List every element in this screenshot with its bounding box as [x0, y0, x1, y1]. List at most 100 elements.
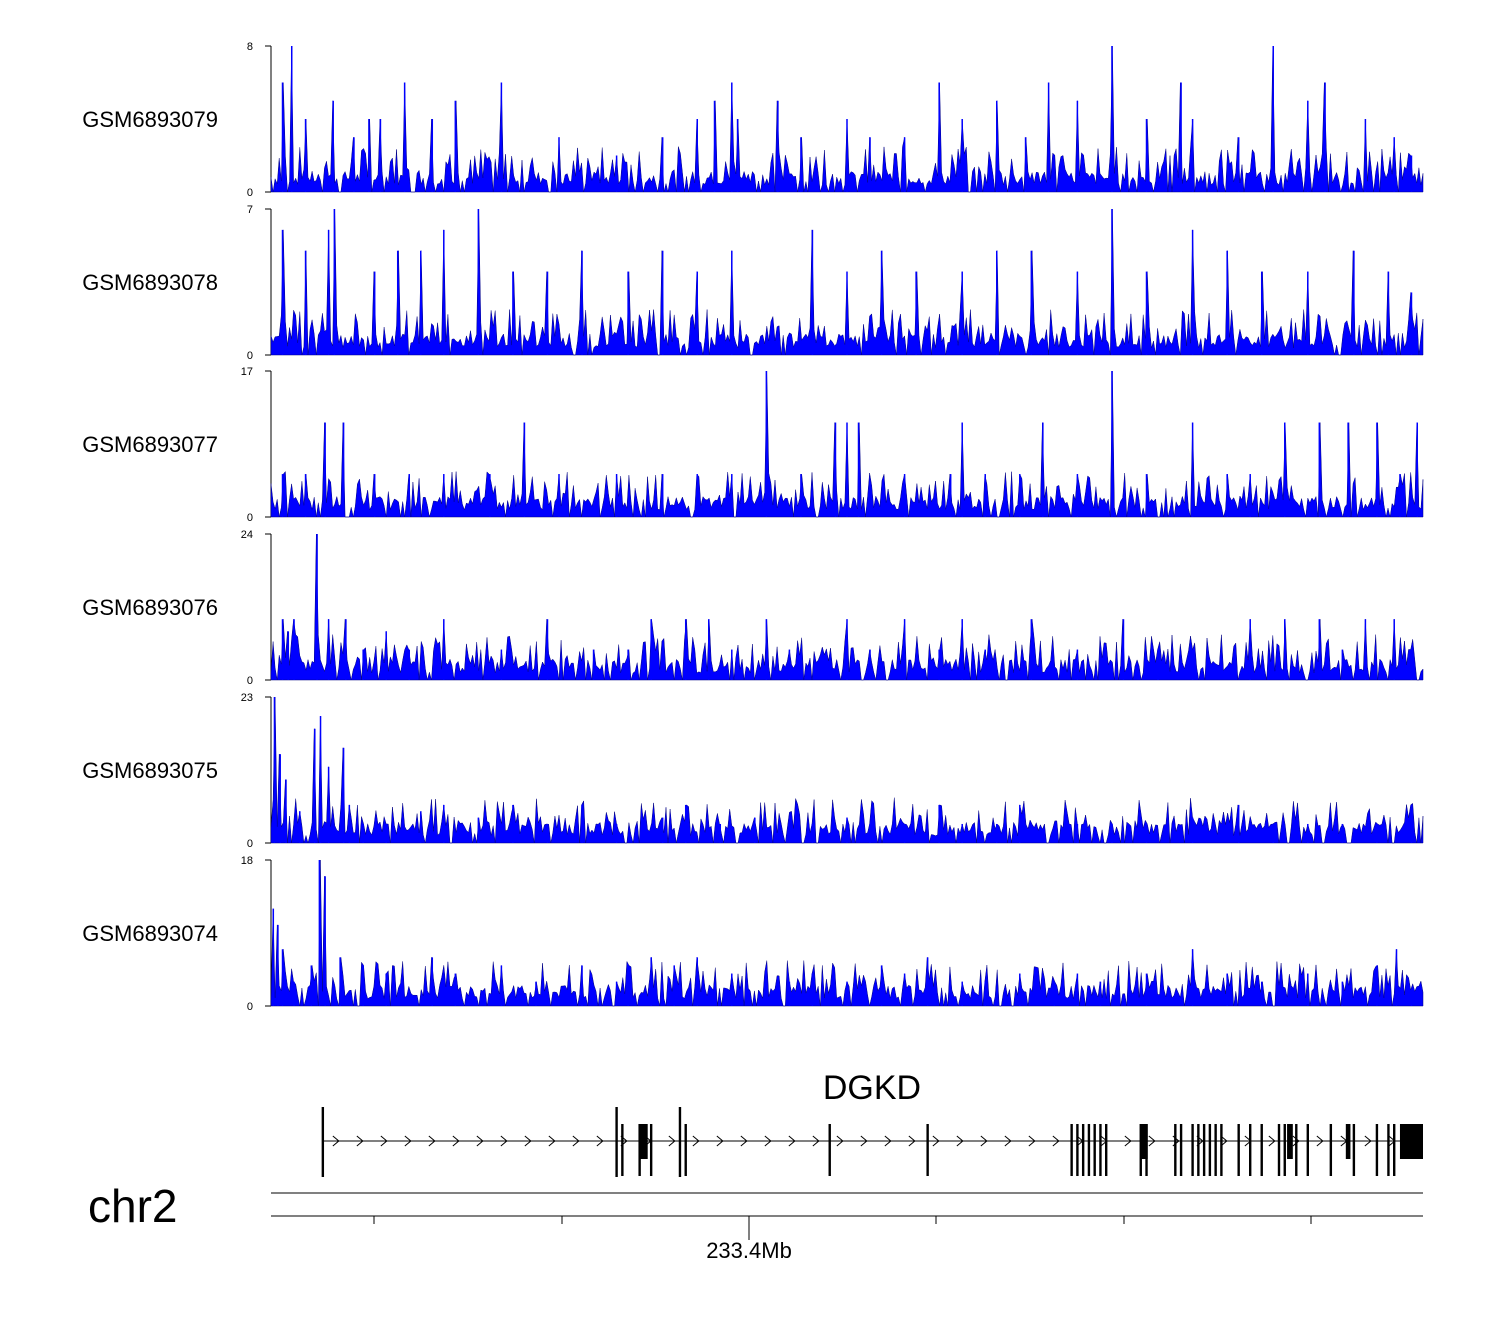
exon-coding [1399, 1124, 1423, 1159]
track-label: GSM6893078 [82, 270, 218, 295]
strand-arrow [332, 1135, 340, 1147]
exon [1237, 1124, 1240, 1176]
track-GSM6893077: GSM6893077 17 0 [82, 366, 1424, 524]
exon [1081, 1124, 1085, 1176]
track-GSM6893076: GSM6893076 24 0 [82, 529, 1424, 687]
exon [1393, 1124, 1396, 1176]
exon [828, 1124, 831, 1176]
strand-arrow [812, 1135, 820, 1147]
y-tick-min-label: 0 [247, 350, 253, 362]
chromosome-label: chr2 [88, 1180, 177, 1232]
coordinate-ticks [373, 1216, 1312, 1240]
strand-arrow [1220, 1135, 1228, 1147]
track-label: GSM6893077 [82, 432, 218, 457]
exon-coding [1287, 1124, 1293, 1159]
y-tick-min-label: 0 [247, 187, 253, 199]
strand-arrow [836, 1135, 844, 1147]
track-GSM6893079: GSM6893079 8 0 [82, 41, 1424, 199]
strand-arrow [1364, 1135, 1372, 1147]
exon [1197, 1124, 1200, 1176]
strand-arrow [548, 1135, 556, 1147]
strand-arrow [1316, 1135, 1324, 1147]
strand-arrow [716, 1135, 724, 1147]
exon [1277, 1124, 1281, 1176]
y-tick-max-label: 23 [241, 692, 253, 704]
strand-arrow [764, 1135, 772, 1147]
exon [649, 1124, 653, 1176]
y-tick-max-label: 24 [241, 529, 253, 541]
track-label: GSM6893074 [82, 921, 218, 946]
exon [1220, 1124, 1223, 1176]
strand-arrow [1148, 1135, 1156, 1147]
exon [1249, 1124, 1252, 1176]
exon [926, 1124, 929, 1176]
y-tick-min-label: 0 [247, 675, 253, 687]
strand-arrow [1004, 1135, 1012, 1147]
strand-arrow [908, 1135, 916, 1147]
strand-arrow [980, 1135, 988, 1147]
strand-arrow [932, 1135, 940, 1147]
exon [1099, 1124, 1102, 1176]
gene-model [321, 1107, 1423, 1177]
track-GSM6893075: GSM6893075 23 0 [82, 692, 1424, 850]
exon [1283, 1124, 1286, 1176]
strand-arrow [356, 1135, 364, 1147]
exon [1306, 1124, 1309, 1176]
strand-arrow [524, 1135, 532, 1147]
exon [1087, 1124, 1091, 1176]
exon [1352, 1124, 1356, 1176]
track-GSM6893078: GSM6893078 7 0 [82, 204, 1424, 362]
signal-tracks: GSM689307980GSM689307870GSM6893077170GSM… [82, 41, 1424, 1013]
exon [615, 1107, 618, 1177]
strand-arrow [500, 1135, 508, 1147]
strand-arrow [1028, 1135, 1036, 1147]
strand-arrow [884, 1135, 892, 1147]
track-label: GSM6893076 [82, 595, 218, 620]
track-label: GSM6893075 [82, 758, 218, 783]
strand-arrow [788, 1135, 796, 1147]
chromosome-axis: chr2 233.4Mb [88, 1180, 1423, 1263]
strand-arrow [476, 1135, 484, 1147]
gene-track: DGKD [321, 1069, 1423, 1177]
exon [1260, 1124, 1263, 1176]
exon-coding [1345, 1124, 1351, 1159]
strand-arrow [428, 1135, 436, 1147]
strand-arrow [1268, 1135, 1276, 1147]
track-GSM6893074: GSM6893074 18 0 [82, 855, 1424, 1013]
strand-arrow [860, 1135, 868, 1147]
exon [684, 1124, 687, 1176]
y-tick-max-label: 18 [241, 855, 253, 867]
exon [1329, 1124, 1333, 1176]
exon [321, 1107, 325, 1177]
strand-arrow [572, 1135, 580, 1147]
exon [1387, 1124, 1390, 1176]
strand-arrow [1292, 1135, 1300, 1147]
exon [1214, 1124, 1217, 1176]
strand-arrow [668, 1135, 676, 1147]
y-tick-min-label: 0 [247, 838, 253, 850]
strand-arrow [740, 1135, 748, 1147]
strand-arrow [380, 1135, 388, 1147]
y-tick-max-label: 17 [241, 366, 253, 378]
exon [1375, 1124, 1379, 1176]
exon [1179, 1124, 1183, 1176]
exon [621, 1124, 624, 1176]
y-tick-max-label: 7 [247, 204, 253, 216]
strand-arrow [692, 1135, 700, 1147]
exon [1202, 1124, 1206, 1176]
exon [1191, 1124, 1194, 1176]
exon [1070, 1124, 1073, 1176]
strand-arrow [596, 1135, 604, 1147]
y-tick-max-label: 8 [247, 41, 253, 53]
track-label: GSM6893079 [82, 107, 218, 132]
exon [678, 1107, 682, 1177]
exon [1105, 1124, 1108, 1176]
exon [1208, 1124, 1212, 1176]
coordinate-label: 233.4Mb [706, 1238, 792, 1263]
y-tick-min-label: 0 [247, 512, 253, 524]
exon [1093, 1124, 1096, 1176]
exon [1076, 1124, 1079, 1176]
strand-arrow [1052, 1135, 1060, 1147]
strand-arrow [1124, 1135, 1132, 1147]
